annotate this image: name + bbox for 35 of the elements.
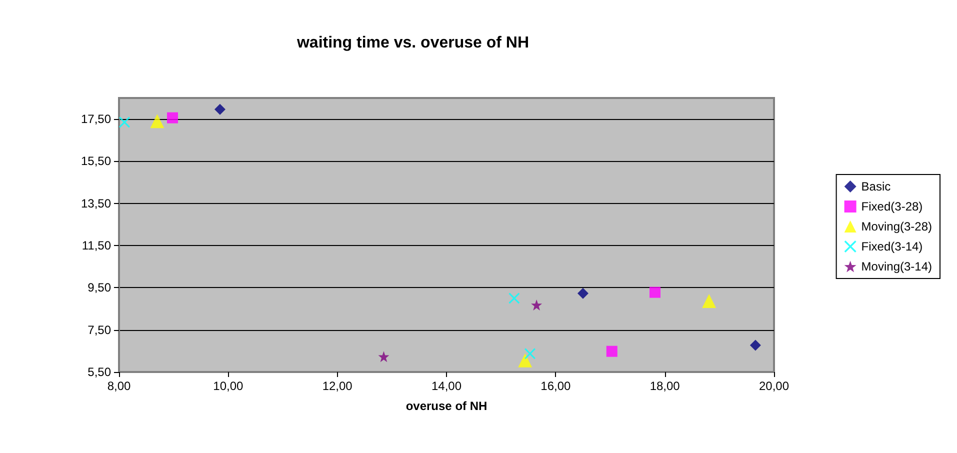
legend-label: Basic [861,180,891,194]
x-axis-title: overuse of NH [406,399,488,413]
chart-title: waiting time vs. overuse of NH [296,34,530,52]
point [702,294,716,308]
point [531,299,542,310]
legend-label: Fixed(3-28) [861,200,923,214]
point [606,346,618,357]
point [150,114,164,128]
point [214,104,226,115]
point [166,112,178,124]
y-tick-label: 7,50 [88,322,112,337]
y-tick-label: 17,50 [80,112,112,126]
point [524,348,536,360]
y-tick-label: 5,50 [88,365,112,379]
point [750,340,761,351]
point [577,288,588,299]
point [650,286,661,298]
x-tick-label: 16,00 [540,379,572,393]
y-tick-label: 15,50 [80,154,112,168]
x-tick-label: 20,00 [758,379,790,393]
x-tick-label: 14,00 [431,379,462,393]
point [508,292,520,304]
point [518,353,532,368]
legend-label: Fixed(3-14) [861,240,923,254]
x-tick-label: 8,00 [107,379,131,393]
x-tick-label: 18,00 [650,379,680,393]
point [378,351,390,362]
y-tick-label: 11,50 [82,238,112,253]
y-tick-label: 13,50 [80,196,112,210]
legend-label: Moving(3-28) [861,220,932,234]
x-tick-label: 12,00 [322,379,353,393]
point [118,116,130,128]
y-tick-label: 9,50 [88,280,112,295]
legend-label: Moving(3-14) [861,260,932,274]
x-tick-label: 10,00 [213,379,244,393]
